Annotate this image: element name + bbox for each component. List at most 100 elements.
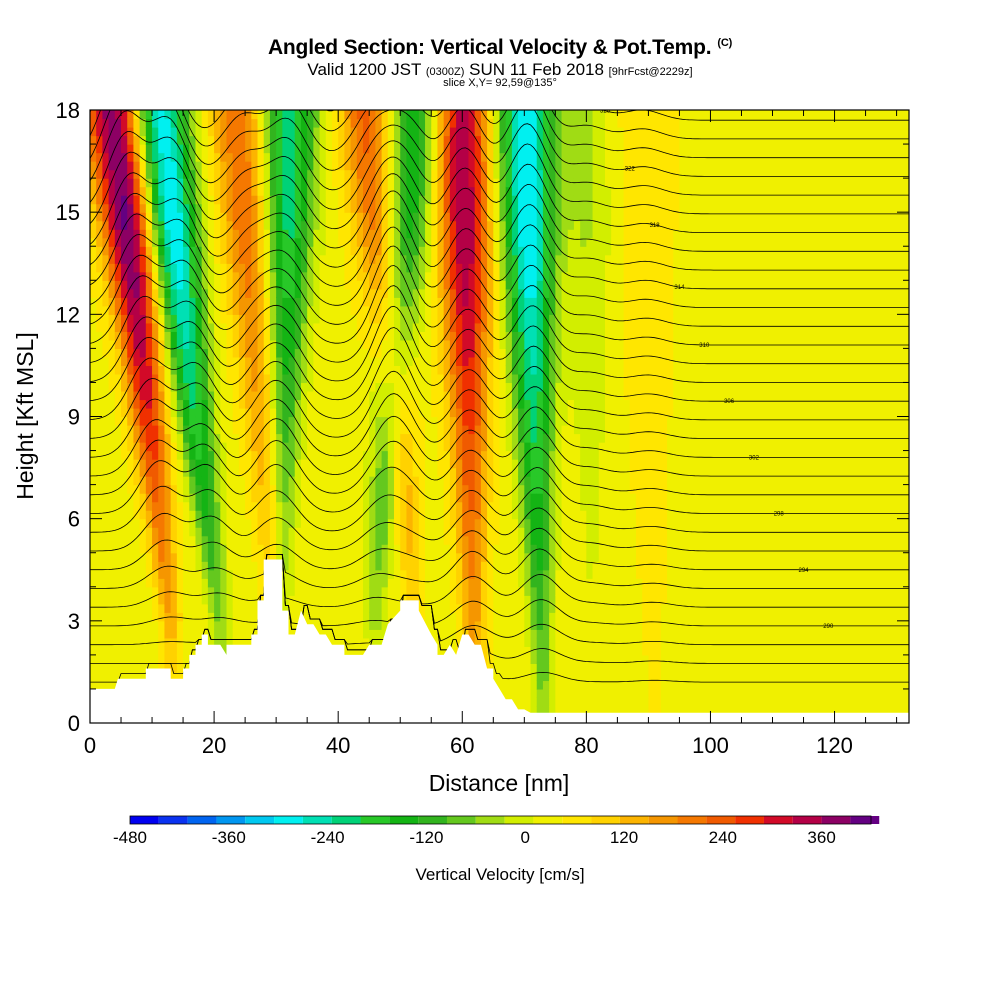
velocity-cell bbox=[201, 510, 209, 520]
velocity-cell bbox=[102, 629, 110, 639]
velocity-cell bbox=[139, 603, 147, 613]
velocity-cell bbox=[238, 450, 246, 460]
velocity-cell bbox=[307, 603, 314, 613]
velocity-cell bbox=[443, 118, 451, 128]
velocity-cell bbox=[195, 246, 203, 256]
velocity-cell bbox=[456, 450, 463, 460]
velocity-cell bbox=[300, 212, 308, 222]
chart-title-text: Angled Section: Vertical Velocity & Pot.… bbox=[267, 36, 712, 59]
velocity-cell bbox=[238, 169, 246, 179]
velocity-cell bbox=[238, 425, 246, 435]
velocity-cell bbox=[344, 305, 352, 315]
velocity-cell bbox=[133, 442, 141, 452]
velocity-cell bbox=[251, 135, 259, 145]
velocity-cell bbox=[344, 459, 352, 469]
velocity-cell bbox=[331, 399, 339, 409]
velocity-cell bbox=[307, 288, 314, 298]
velocity-cell bbox=[164, 348, 172, 358]
velocity-cell bbox=[127, 501, 135, 511]
velocity-cell bbox=[257, 212, 265, 222]
velocity-cell bbox=[114, 612, 122, 622]
velocity-cell bbox=[226, 612, 234, 622]
velocity-cell bbox=[257, 407, 265, 418]
velocity-cell bbox=[195, 407, 203, 418]
velocity-cell bbox=[121, 586, 128, 596]
velocity-cell bbox=[437, 339, 445, 349]
velocity-cell bbox=[369, 212, 376, 222]
velocity-cell bbox=[313, 229, 321, 239]
velocity-cell bbox=[363, 535, 370, 545]
velocity-cell bbox=[418, 365, 426, 375]
velocity-cell bbox=[114, 535, 122, 545]
velocity-cell bbox=[263, 476, 271, 486]
velocity-cell bbox=[108, 518, 116, 528]
velocity-cell bbox=[226, 322, 234, 332]
velocity-cell bbox=[350, 135, 358, 145]
velocity-cell bbox=[127, 433, 135, 443]
velocity-cell bbox=[127, 552, 135, 562]
velocity-cell bbox=[344, 229, 352, 239]
velocity-cell bbox=[307, 390, 314, 401]
velocity-cell bbox=[158, 237, 166, 247]
velocity-cell bbox=[176, 654, 184, 664]
velocity-cell bbox=[114, 212, 122, 222]
velocity-cell bbox=[108, 203, 116, 213]
velocity-cell bbox=[406, 535, 414, 545]
velocity-cell bbox=[338, 195, 345, 205]
velocity-cell bbox=[418, 442, 426, 452]
velocity-cell bbox=[307, 110, 314, 120]
velocity-cell bbox=[201, 186, 209, 196]
velocity-cell bbox=[114, 620, 122, 630]
velocity-cell bbox=[114, 246, 122, 256]
velocity-cell bbox=[189, 399, 197, 409]
velocity-cell bbox=[474, 586, 482, 596]
velocity-cell bbox=[344, 280, 352, 290]
velocity-cell bbox=[133, 203, 141, 213]
velocity-cell bbox=[344, 603, 352, 613]
velocity-cell bbox=[375, 561, 383, 571]
velocity-cell bbox=[263, 382, 271, 392]
velocity-cell bbox=[145, 348, 153, 358]
velocity-cell bbox=[108, 161, 116, 171]
velocity-cell bbox=[189, 152, 197, 162]
velocity-cell bbox=[158, 263, 166, 273]
velocity-cell bbox=[406, 442, 414, 452]
velocity-cell bbox=[499, 212, 507, 222]
velocity-cell bbox=[183, 297, 190, 307]
velocity-cell bbox=[487, 646, 494, 656]
velocity-cell bbox=[251, 390, 259, 401]
velocity-cell bbox=[387, 535, 395, 545]
velocity-cell bbox=[394, 246, 401, 256]
velocity-cell bbox=[127, 569, 135, 579]
velocity-cell bbox=[431, 237, 439, 247]
velocity-cell bbox=[313, 356, 321, 367]
velocity-cell bbox=[363, 144, 370, 154]
velocity-cell bbox=[331, 331, 339, 341]
velocity-cell bbox=[425, 433, 432, 443]
velocity-cell bbox=[474, 518, 482, 528]
velocity-cell bbox=[487, 407, 494, 418]
velocity-cell bbox=[164, 169, 172, 179]
velocity-cell bbox=[152, 561, 159, 571]
velocity-cell bbox=[121, 510, 128, 520]
velocity-cell bbox=[195, 348, 203, 358]
velocity-cell bbox=[394, 110, 401, 120]
velocity-cell bbox=[183, 178, 190, 188]
velocity-cell bbox=[232, 527, 240, 537]
velocity-cell bbox=[164, 161, 172, 171]
velocity-cell bbox=[425, 127, 432, 137]
velocity-cell bbox=[121, 467, 128, 477]
velocity-cell bbox=[375, 527, 383, 537]
velocity-cell bbox=[238, 297, 246, 307]
velocity-cell bbox=[145, 663, 153, 673]
velocity-cell bbox=[319, 322, 327, 332]
velocity-cell bbox=[462, 603, 470, 613]
velocity-cell bbox=[164, 493, 172, 503]
velocity-cell bbox=[431, 280, 439, 290]
velocity-cell bbox=[493, 620, 501, 630]
velocity-cell bbox=[443, 603, 451, 613]
velocity-cell bbox=[251, 365, 259, 375]
velocity-cell bbox=[164, 603, 172, 613]
velocity-cell bbox=[288, 314, 296, 324]
velocity-cell bbox=[412, 161, 420, 171]
